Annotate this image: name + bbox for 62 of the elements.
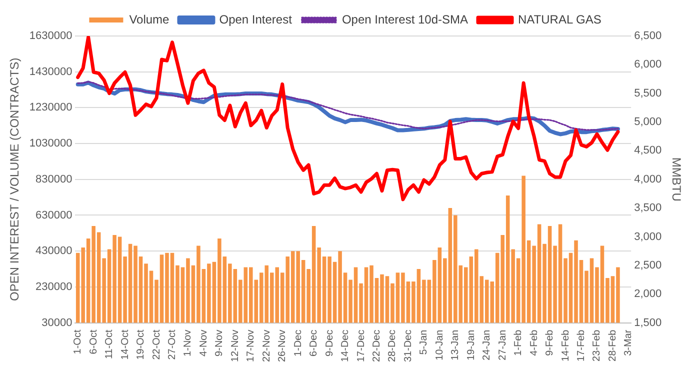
y2-tick-label: 6,000 (634, 58, 662, 71)
x-tick-label: 23-Feb (592, 329, 603, 362)
y2-tick-label: 3,500 (634, 202, 662, 214)
y-tick-label: 1230000 (29, 102, 72, 114)
x-tick-label: 3-Mar (623, 329, 634, 356)
y-tick-label: 830000 (36, 173, 72, 186)
y-axis-title: OPEN INTEREST / VOLUME (CONTRACTS) (8, 58, 22, 301)
y2-axis-title: MMBTU (669, 157, 684, 202)
y2-tick-label: 4,000 (634, 173, 662, 186)
y2-tick-label: 6,500 (634, 30, 662, 42)
x-tick-label: 17-Nov (246, 330, 257, 362)
x-tick-label: 1-Oct (72, 330, 84, 354)
x-tick-label: 6-Dec (308, 330, 320, 356)
x-tick-label: 19-Oct (136, 330, 147, 360)
x-tick-label: 11-Oct (104, 330, 116, 360)
x-tick-label: 12-Nov (230, 330, 241, 362)
x-tick-label: 6-Oct (88, 330, 100, 354)
y2-tick-label: 2,000 (634, 288, 662, 300)
y2-tick-label: 2,500 (634, 259, 662, 272)
y-tick-label: 1630000 (29, 30, 72, 42)
x-tick-label: 9-Feb (544, 329, 556, 356)
y-tick-label: 430000 (36, 245, 72, 258)
y2-tick-label: 4,500 (634, 144, 662, 157)
x-tick-label: 28-Dec (387, 330, 398, 362)
legend-label: Open Interest (219, 12, 293, 26)
y-tick-label: 630000 (36, 209, 72, 222)
x-tick-label: 22-Oct (151, 330, 162, 360)
y-tick-label: 1030000 (29, 138, 72, 150)
x-tick-label: 14-Feb (560, 329, 572, 362)
legend-label: Open Interest 10d-SMA (342, 12, 468, 26)
y-tick-label: 30000 (42, 316, 72, 329)
x-tick-label: 27-Oct (166, 330, 178, 360)
y-tick-label: 1430000 (29, 66, 72, 78)
y-tick-label: 230000 (36, 280, 72, 293)
x-tick-label: 26-Nov (277, 330, 288, 362)
y2-tick-label: 3,000 (634, 230, 662, 243)
x-tick-label: 31-Dec (402, 330, 414, 362)
x-tick-label: 4-Nov (198, 330, 210, 356)
y2-tick-label: 1,500 (634, 316, 662, 329)
legend-label: Volume (129, 12, 170, 26)
x-tick-label: 1-Nov (182, 330, 194, 356)
legend-label: NATURAL GAS (518, 12, 602, 26)
y2-tick-label: 5,500 (634, 87, 662, 100)
x-tick-label: 19-Jan (466, 330, 477, 360)
y2-tick-label: 5,000 (634, 116, 662, 128)
x-tick-label: 10-Jan (434, 330, 446, 360)
x-tick-label: 5-Jan (418, 330, 430, 355)
x-tick-label: 27-Jan (497, 330, 508, 360)
x-tick-label: 24-Jan (482, 330, 493, 360)
x-tick-label: 22-Nov (261, 330, 272, 362)
x-tick-label: 14-Oct (120, 330, 131, 360)
x-tick-label: 14-Dec (340, 330, 352, 362)
x-tick-label: 17-Dec (356, 330, 367, 362)
x-tick-label: 1-Dec (292, 330, 304, 356)
x-tick-label: 9-Dec (324, 330, 336, 356)
x-tick-label: 1-Feb (513, 329, 524, 356)
x-tick-label: 22-Dec (371, 330, 382, 362)
x-tick-label: 13-Jan (450, 330, 462, 360)
x-tick-label: 9-Nov (214, 330, 226, 356)
x-tick-label: 4-Feb (528, 329, 540, 356)
x-tick-label: 28-Feb (607, 329, 618, 362)
x-tick-label: 17-Feb (576, 329, 588, 362)
